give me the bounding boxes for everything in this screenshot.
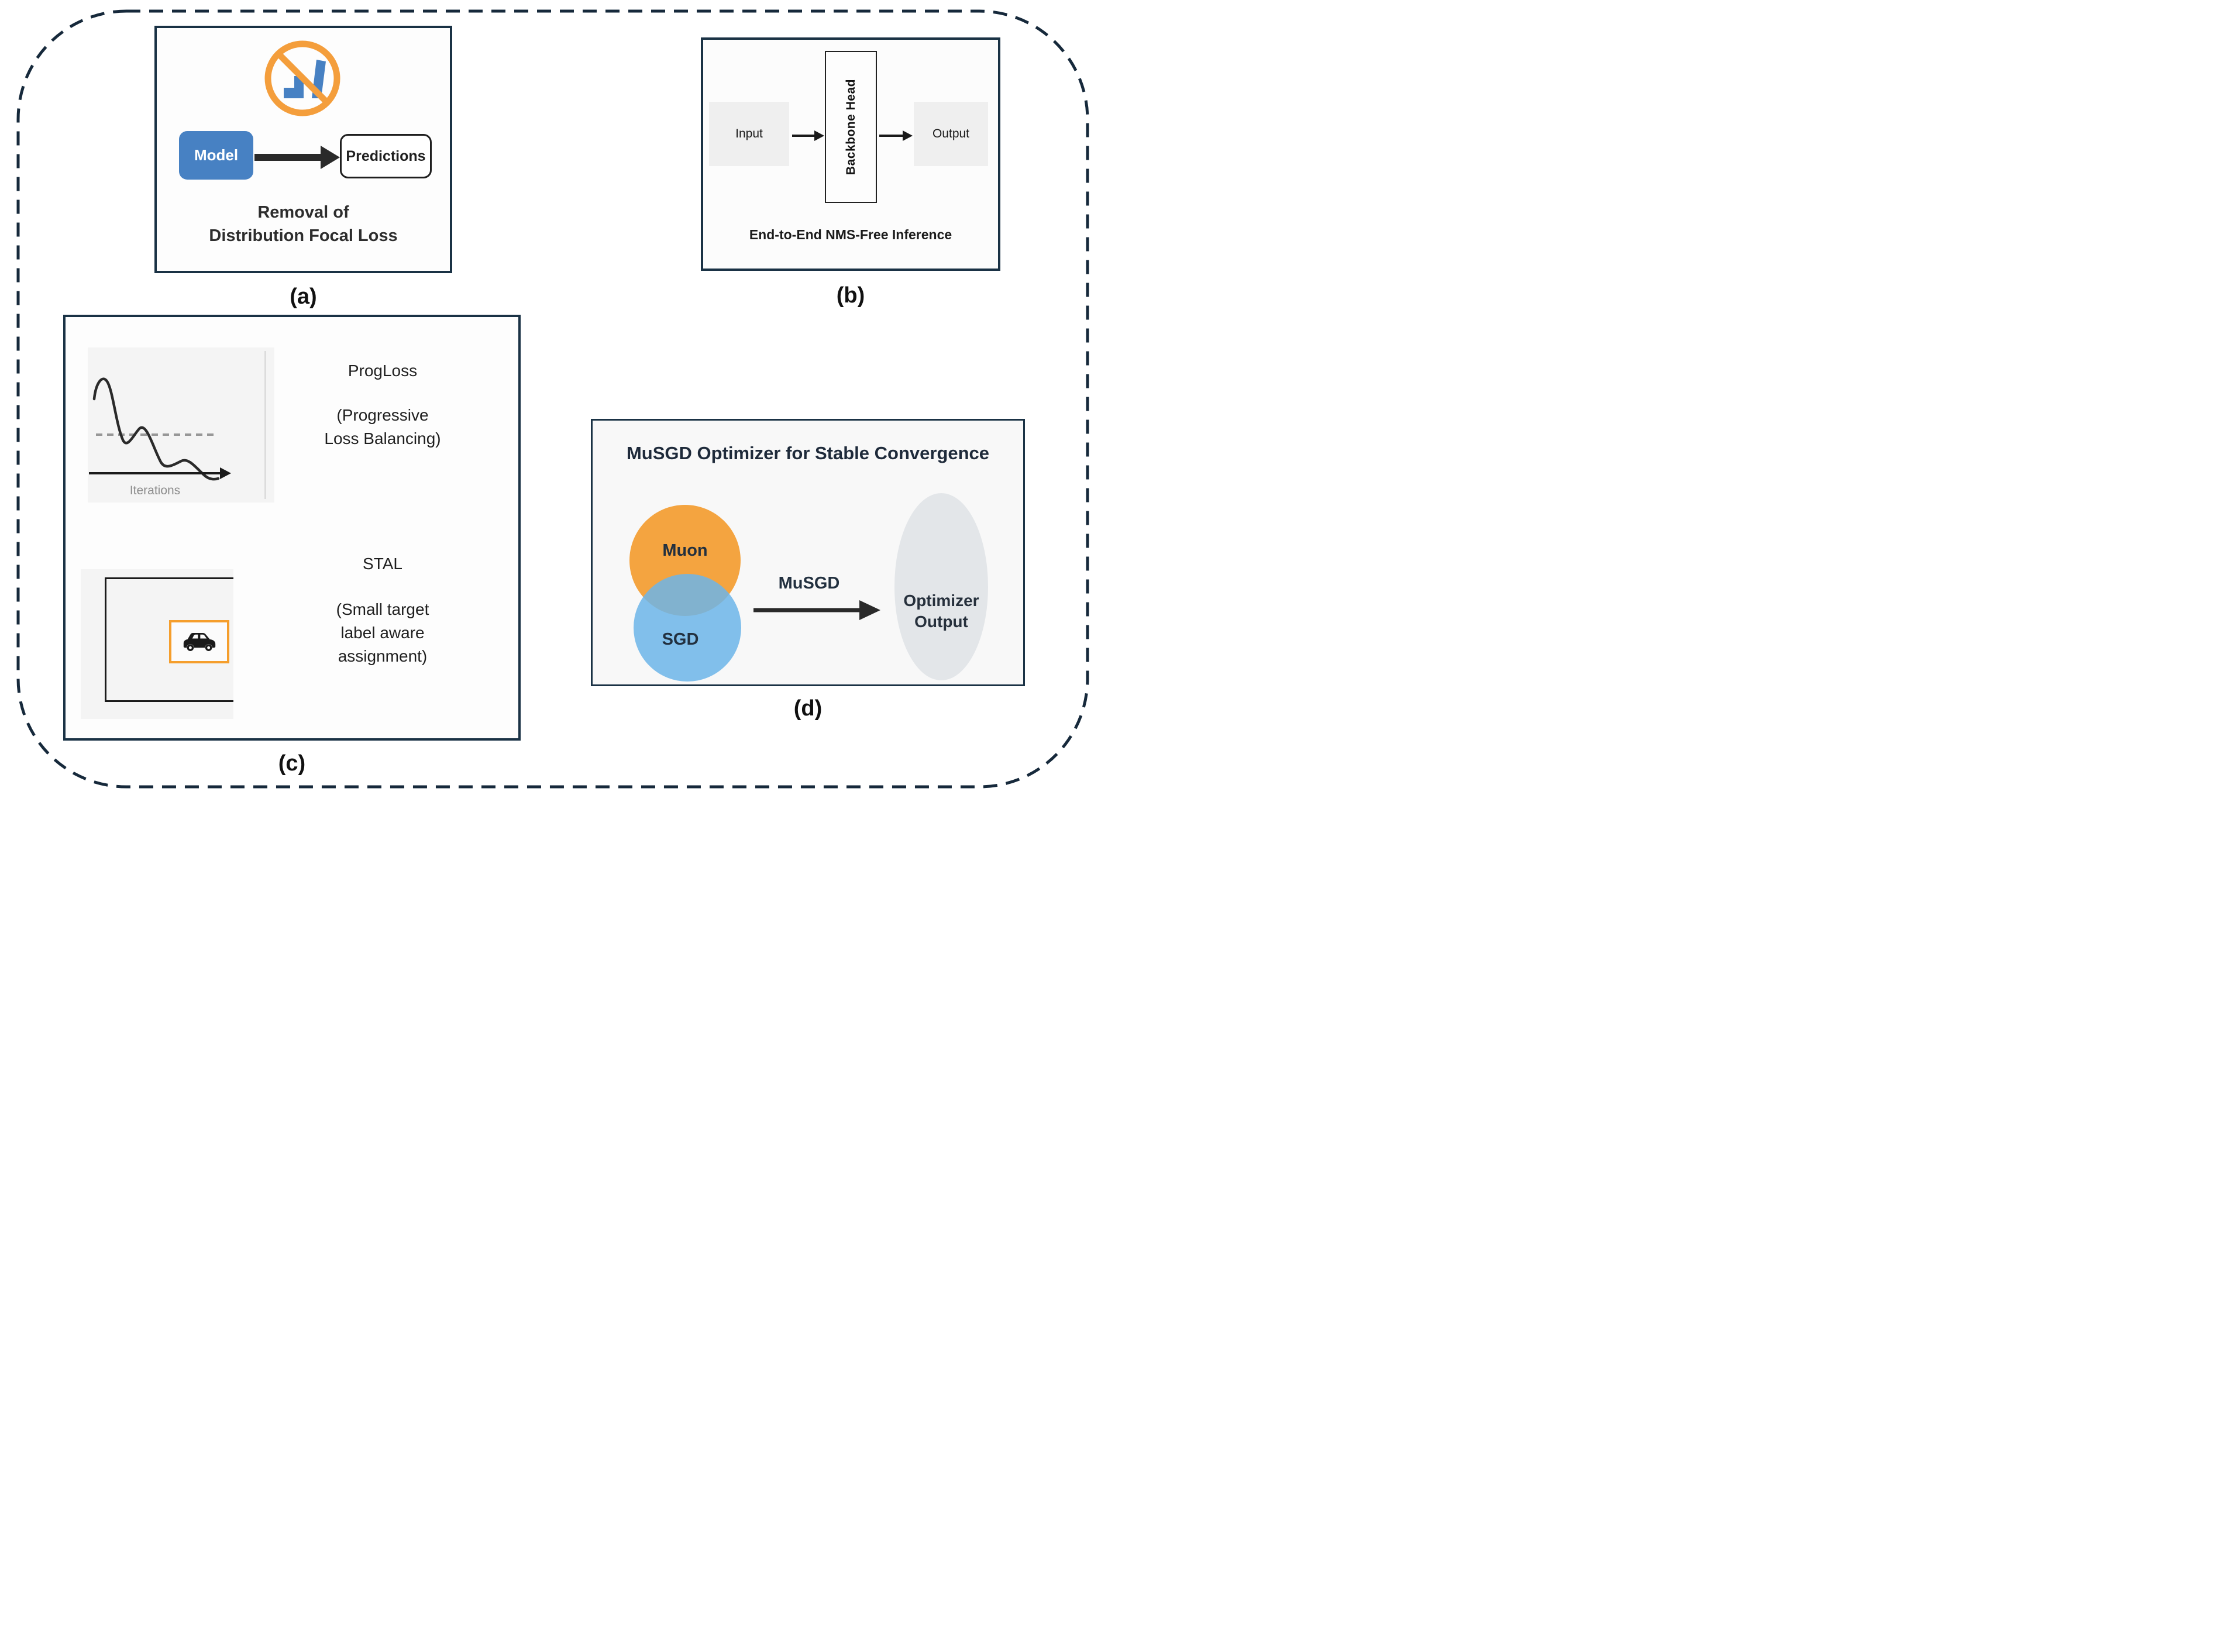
sgd-circle — [634, 574, 741, 682]
stal-subtitle-line: label aware — [340, 624, 425, 642]
model-box: Model — [179, 131, 253, 180]
panel-d-title: MuSGD Optimizer for Stable Convergence — [626, 443, 990, 463]
backbone-to-output-arrow — [879, 130, 913, 141]
no-distribution-focal-loss-icon — [264, 40, 340, 116]
car-icon — [183, 633, 215, 651]
iterations-axis-arrowhead — [220, 467, 231, 479]
sgd-label: SGD — [662, 630, 699, 649]
input-box: Input — [709, 102, 789, 166]
panel-b-caption: End-to-End NMS-Free Inference — [749, 227, 952, 242]
image-frame — [105, 577, 233, 702]
prohibition-slash-icon — [276, 51, 329, 105]
output-label: Output — [932, 127, 970, 140]
musgd-arrow-label: MuSGD — [778, 574, 840, 593]
figure-canvas: Model Predictions Removal of Distributio… — [0, 0, 1108, 826]
loss-curve-chart: Iterations — [88, 347, 274, 503]
panel-c: Iterations ProgLoss (Progressive Loss Ba… — [63, 315, 521, 741]
chart-right-edge-line — [264, 351, 266, 499]
model-label: Model — [194, 146, 239, 164]
optimizer-output-line: Optimizer — [903, 591, 979, 610]
panel-a-label: (a) — [290, 284, 317, 309]
musgd-arrow — [753, 600, 880, 620]
optimizer-output-line: Output — [914, 612, 968, 631]
predictions-label: Predictions — [346, 147, 426, 164]
panel-c-label: (c) — [278, 751, 306, 776]
input-to-backbone-arrow — [792, 130, 824, 141]
caption-line: Removal of — [257, 203, 349, 222]
stal-subtitle-line: assignment) — [338, 647, 428, 665]
optimizer-output-ellipse — [894, 493, 988, 680]
panel-d-label: (d) — [793, 696, 823, 721]
panel-b-label: (b) — [836, 283, 865, 308]
panel-d: MuSGD Optimizer for Stable Convergence M… — [591, 419, 1025, 686]
model-to-predictions-arrow — [254, 146, 340, 169]
prohibition-ring-icon — [264, 40, 340, 116]
outer-dashed-border — [16, 9, 1089, 789]
progloss-subtitle-line: Loss Balancing) — [324, 429, 441, 448]
stal-title: STAL — [363, 555, 402, 573]
progloss-title: ProgLoss — [347, 362, 418, 380]
predictions-box: Predictions — [340, 134, 432, 178]
muon-label: Muon — [662, 541, 708, 560]
optimizer-output-label: Optimizer Output — [889, 590, 994, 632]
bar-chart-steps-icon — [284, 76, 304, 98]
backbone-head-box: Backbone Head — [825, 51, 877, 203]
output-box: Output — [914, 102, 988, 166]
caption-line: Distribution Focal Loss — [209, 226, 398, 245]
progloss-subtitle-line: (Progressive — [336, 406, 429, 424]
input-label: Input — [735, 127, 763, 140]
loss-curve-plot: Iterations — [89, 377, 231, 497]
iterations-axis-label: Iterations — [130, 484, 180, 497]
stal-text-block: STAL (Small target label aware assignmen… — [248, 552, 517, 668]
stal-image-thumbnail — [81, 569, 233, 719]
stal-subtitle-line: (Small target — [336, 600, 429, 618]
progloss-text-block: ProgLoss (Progressive Loss Balancing) — [248, 359, 517, 450]
panel-a-caption: Removal of Distribution Focal Loss — [157, 201, 450, 247]
car-bounding-box — [169, 620, 229, 663]
loss-curve-line — [92, 377, 220, 481]
panel-a: Model Predictions Removal of Distributio… — [154, 26, 452, 273]
panel-b: Input Backbone Head Output End-to-End NM… — [701, 37, 1000, 271]
backbone-head-label: Backbone Head — [844, 78, 858, 175]
